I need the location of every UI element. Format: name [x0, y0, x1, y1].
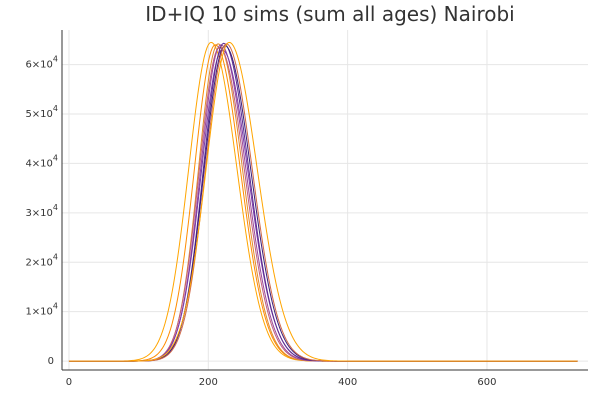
series-line-4	[68, 46, 578, 362]
series-line-7	[68, 42, 578, 362]
grid	[62, 30, 588, 370]
y-tick-label: 4×104	[25, 153, 58, 169]
y-tick-label: 1×104	[25, 302, 58, 318]
x-tick-label: 400	[338, 377, 357, 388]
series-lines	[68, 41, 578, 362]
x-tick-label: 0	[66, 377, 72, 388]
y-tick-label: 5×104	[25, 104, 58, 120]
y-tick-label: 2×104	[25, 252, 58, 268]
series-line-3	[68, 43, 578, 362]
tick-labels: 0 200 400 600 0 1×104 2×104 3×104 4×104 5×104 6×10…	[25, 55, 496, 388]
series-line-8	[68, 45, 578, 362]
series-line-5	[68, 44, 578, 362]
y-tick-label: 6×104	[25, 55, 58, 71]
series-line-9	[68, 43, 578, 362]
y-tick-label: 0	[48, 356, 54, 367]
chart-title: ID+IQ 10 sims (sum all ages) Nairobi	[145, 2, 514, 26]
x-tick-label: 200	[199, 377, 218, 388]
x-tick-label: 600	[477, 377, 496, 388]
series-line-1	[68, 41, 578, 362]
series-line-6	[68, 49, 578, 362]
y-tick-label: 3×104	[25, 203, 58, 219]
series-line-10	[68, 41, 578, 362]
series-line-2	[68, 44, 578, 362]
axes	[61, 30, 588, 371]
